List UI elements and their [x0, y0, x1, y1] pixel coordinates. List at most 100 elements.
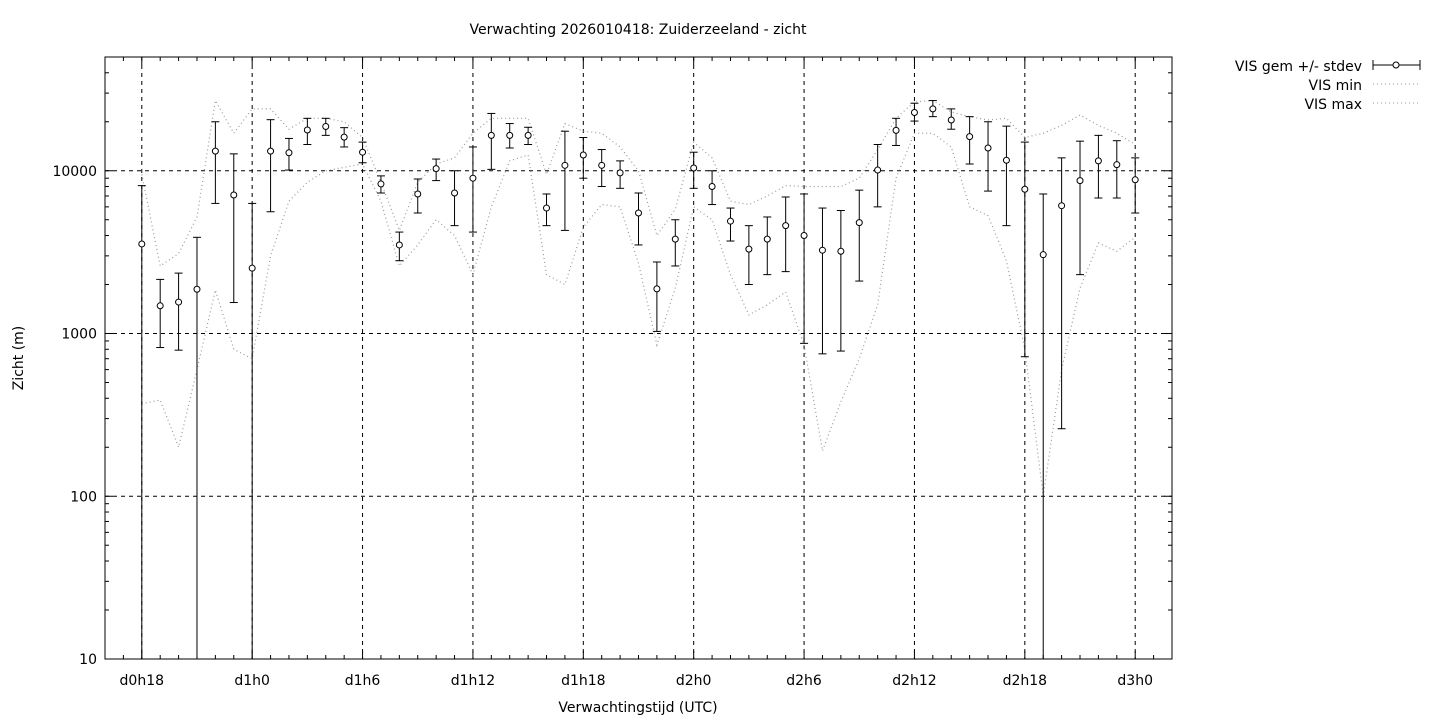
y-tick-label: 1000: [61, 327, 97, 343]
mean-point: [322, 123, 330, 131]
mean-point: [616, 169, 624, 177]
mean-point: [708, 183, 716, 191]
mean-point: [175, 298, 183, 306]
mean-point: [1113, 161, 1121, 169]
x-tick-label: d3h0: [1117, 673, 1153, 689]
error-bar: [229, 153, 238, 304]
mean-point: [855, 219, 863, 227]
mean-point: [671, 235, 679, 243]
mean-point: [487, 131, 495, 139]
mean-point: [690, 164, 698, 172]
error-bar: [174, 272, 183, 351]
error-bar: [1002, 125, 1011, 227]
mean-point: [267, 147, 275, 155]
x-tick-label: d1h12: [451, 673, 495, 689]
x-tick-label: d2h6: [786, 673, 822, 689]
mean-point: [929, 105, 937, 113]
mean-point: [524, 131, 532, 139]
grid: [105, 57, 1172, 659]
error-bar: [965, 116, 974, 165]
mean-point: [451, 189, 459, 197]
error-bar: [376, 175, 385, 194]
x-tick-label: d2h0: [676, 673, 712, 689]
error-bar: [192, 236, 201, 659]
error-bar: [744, 225, 753, 286]
error-bar: [1057, 157, 1066, 430]
mean-point: [837, 247, 845, 255]
mean-point: [800, 232, 808, 240]
error-bar: [836, 209, 845, 352]
error-bar: [634, 192, 643, 246]
x-tick-label: d1h0: [234, 673, 270, 689]
error-bar: [984, 121, 993, 192]
mean-point: [653, 285, 661, 293]
plot-frame: [104, 56, 1173, 660]
mean-point: [726, 217, 734, 225]
y-axis-label: Zicht (m): [11, 326, 27, 391]
error-bar: [560, 130, 569, 231]
mean-point: [248, 264, 256, 272]
error-bar: [1039, 193, 1048, 659]
error-bar: [137, 185, 146, 659]
x-tick-label: d1h18: [561, 673, 605, 689]
mean-point: [1131, 176, 1139, 184]
error-bar: [284, 137, 293, 171]
mean-point: [543, 204, 551, 212]
error-bar: [1020, 141, 1029, 358]
error-bar: [781, 196, 790, 273]
error-bar: [450, 170, 459, 227]
error-bar: [708, 170, 717, 206]
mean-point: [193, 285, 201, 293]
mean-point: [1021, 185, 1029, 193]
error-bar: [395, 231, 404, 262]
mean-point: [377, 180, 385, 188]
mean-point: [910, 109, 918, 117]
error-bar: [818, 207, 827, 355]
error-bar: [1131, 157, 1140, 214]
error-bar: [616, 160, 625, 189]
mean-point: [1039, 251, 1047, 259]
error-bar: [248, 202, 257, 659]
mean-point: [561, 161, 569, 169]
mean-point: [947, 116, 955, 124]
mean-point: [432, 165, 440, 173]
mean-point: [874, 166, 882, 174]
mean-point: [230, 191, 238, 199]
mean-point: [1076, 177, 1084, 185]
y-tick-label: 100: [70, 489, 97, 505]
legend-label-max: VIS max: [1304, 97, 1362, 113]
error-bar: [468, 146, 477, 233]
error-bar: [358, 141, 367, 164]
mean-point: [984, 144, 992, 152]
error-bar: [524, 126, 533, 145]
mean-point: [359, 148, 367, 156]
mean-point: [579, 151, 587, 159]
error-bar: [487, 112, 496, 170]
error-bar: [432, 158, 441, 182]
error-bar: [1112, 140, 1121, 199]
y-tick-label: 10000: [52, 164, 97, 180]
mean-point: [138, 240, 146, 248]
error-bar: [542, 193, 551, 227]
mean-point: [892, 126, 900, 134]
mean-point: [303, 126, 311, 134]
error-bar: [689, 151, 698, 189]
vis-min-line: [141, 132, 1136, 497]
error-bar: [303, 117, 312, 145]
mean-point: [782, 222, 790, 230]
legend-swatch-mean: [1372, 60, 1421, 70]
error-bar: [505, 123, 514, 149]
mean-point: [1058, 202, 1066, 210]
error-bar: [671, 219, 680, 267]
error-bar: [156, 278, 165, 349]
mean-point: [156, 302, 164, 310]
x-tick-label: d1h6: [345, 673, 381, 689]
mean-point: [285, 149, 293, 157]
error-bar: [800, 193, 809, 344]
error-bar: [266, 119, 275, 213]
mean-point: [745, 245, 753, 253]
error-bar: [763, 216, 772, 276]
x-tick-label: d2h12: [892, 673, 936, 689]
mean-point: [1094, 157, 1102, 165]
